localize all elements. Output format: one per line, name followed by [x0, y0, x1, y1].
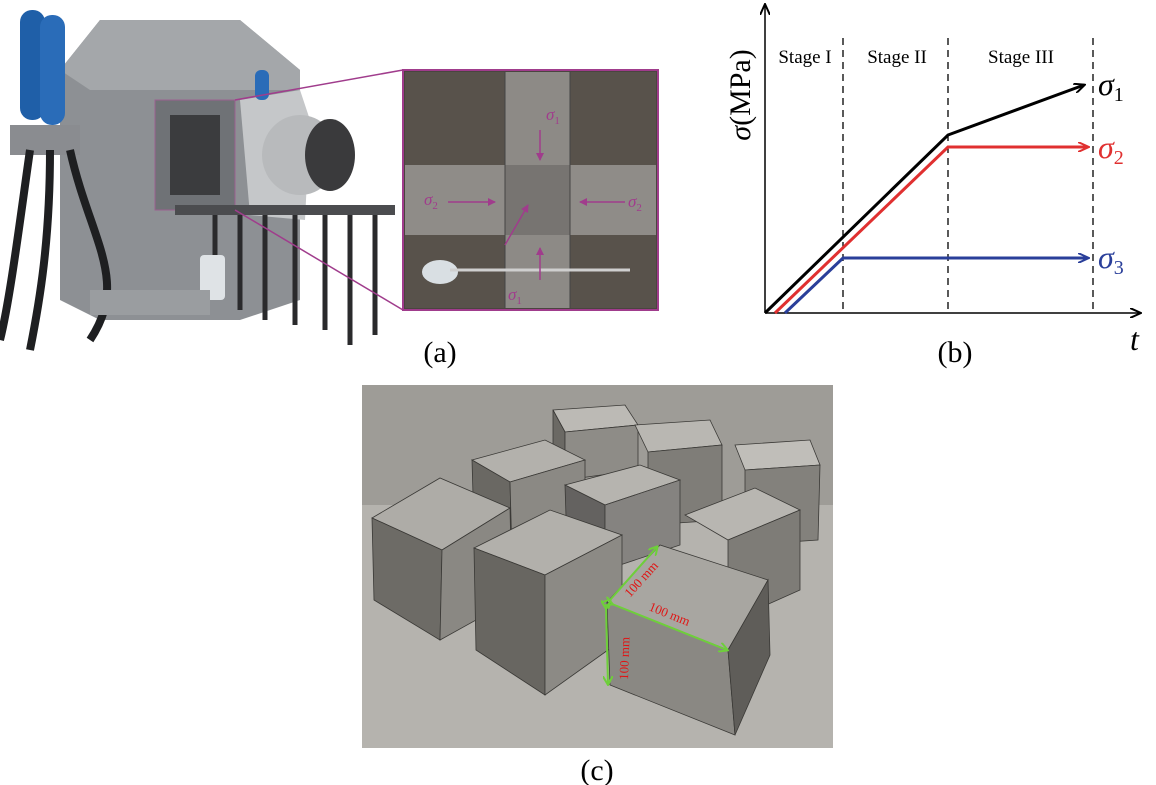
- loading-diagram: Stage I Stage II Stage III σ1 σ2 σ3 σ(MP…: [724, 5, 1140, 357]
- stage-label: Stage I: [778, 47, 831, 68]
- curve-label: σ1: [1098, 66, 1124, 106]
- stage-label: Stage III: [988, 47, 1054, 68]
- panel-label: (a): [423, 336, 456, 369]
- curve-label: σ3: [1098, 239, 1124, 279]
- figure: σ1 σ2 σ2 σ1 (a) Stage I Stage II Stage I…: [0, 0, 1156, 785]
- stage-label: Stage II: [867, 47, 927, 68]
- panel-label: (b): [938, 336, 973, 369]
- curve-label: σ2: [1098, 129, 1124, 169]
- panel-label: (c): [580, 754, 613, 785]
- specimen-photo: 100 mm 100 mm 100 mm: [362, 385, 833, 748]
- x-axis-label: t: [1130, 321, 1140, 357]
- dimension-label: 100 mm: [616, 637, 632, 680]
- y-axis-label: σ(MPa): [724, 49, 757, 140]
- inset-photo: σ1 σ2 σ2 σ1: [403, 70, 658, 310]
- machine-photo: [0, 10, 403, 350]
